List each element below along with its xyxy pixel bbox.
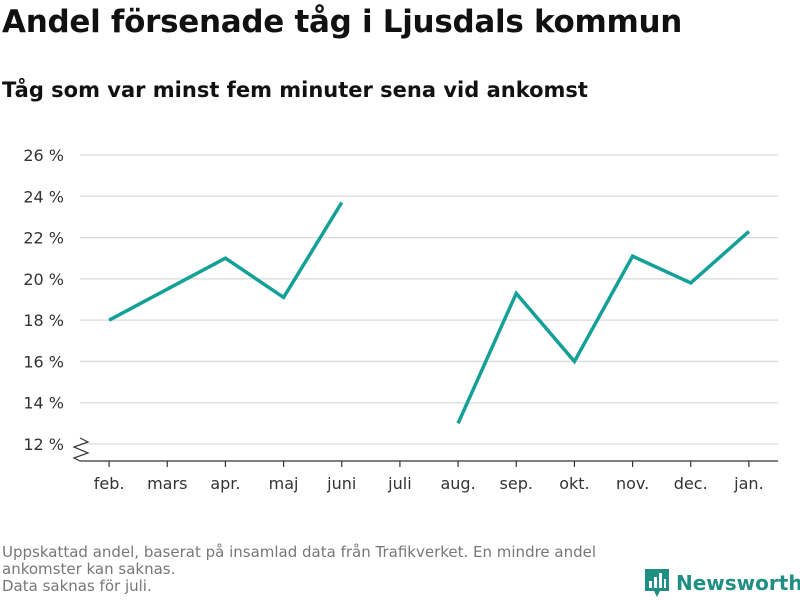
x-axis: [72, 437, 778, 462]
y-tick-label: 22 %: [23, 229, 64, 248]
footnote-line: ankomster kan saknas.: [2, 560, 176, 578]
footnote-line: Uppskattad andel, baserat på insamlad da…: [2, 543, 597, 561]
bar-chart-icon: [645, 569, 669, 597]
y-tick-label: 12 %: [23, 435, 64, 454]
y-tick-label: 24 %: [23, 187, 64, 206]
footnote: Uppskattad andel, baserat på insamlad da…: [2, 544, 642, 595]
chart-title: Andel försenade tåg i Ljusdals kommun: [2, 4, 682, 40]
y-tick-label: 18 %: [23, 311, 64, 330]
x-tick-label: juli: [387, 474, 411, 493]
x-tick-label: aug.: [440, 474, 475, 493]
axis-break-icon: [72, 437, 90, 462]
chart-subtitle: Tåg som var minst fem minuter sena vid a…: [2, 78, 588, 102]
brand-logo: Newsworthy: [644, 568, 800, 598]
x-tick-label: dec.: [674, 474, 708, 493]
x-tick-label: maj: [269, 474, 299, 493]
y-tick-label: 16 %: [23, 352, 64, 371]
x-tick-label: nov.: [616, 474, 649, 493]
y-tick-label: 26 %: [23, 146, 64, 165]
x-tick-label: feb.: [94, 474, 125, 493]
x-tick-label: jan.: [733, 474, 763, 493]
x-tick-label: okt.: [559, 474, 589, 493]
x-axis-tick-labels: feb. mars apr. maj juni juli aug. sep. okt. nov. d…: [94, 461, 764, 493]
grid-lines: [80, 154, 778, 445]
y-axis-tick-labels: 12 % 14 % 16 % 18 % 20 % 22 % 24 % 26 %: [23, 146, 64, 454]
x-tick-label: mars: [147, 474, 187, 493]
x-tick-label: juni: [326, 474, 356, 493]
series-lines: [108, 201, 751, 425]
x-tick-label: sep.: [500, 474, 533, 493]
x-tick-label: apr.: [210, 474, 240, 493]
brand-name: Newsworthy: [676, 571, 800, 595]
line-chart: 12 % 14 % 16 % 18 % 20 % 22 % 24 % 26 % feb. mar…: [23, 146, 778, 493]
footnote-line: Data saknas för juli.: [2, 577, 152, 595]
series-line: [108, 201, 344, 322]
y-tick-label: 14 %: [23, 394, 64, 413]
y-tick-label: 20 %: [23, 270, 64, 289]
series-line: [456, 230, 751, 425]
